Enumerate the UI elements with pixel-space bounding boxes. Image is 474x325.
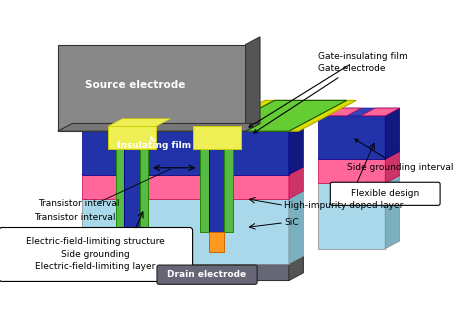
Polygon shape: [224, 131, 233, 232]
Polygon shape: [201, 131, 209, 232]
Text: Electric-field-limiting layer: Electric-field-limiting layer: [35, 263, 155, 271]
Polygon shape: [209, 232, 224, 252]
Polygon shape: [188, 124, 236, 131]
Text: Transistor interval: Transistor interval: [34, 214, 115, 222]
Polygon shape: [361, 108, 400, 116]
Text: High-impurity doped layer: High-impurity doped layer: [284, 201, 403, 210]
Text: Drain electrode: Drain electrode: [167, 270, 246, 279]
Polygon shape: [82, 199, 289, 264]
Polygon shape: [108, 119, 171, 126]
Polygon shape: [58, 124, 260, 131]
Text: Source electrode: Source electrode: [85, 80, 185, 90]
Text: Electric-field-limiting structure: Electric-field-limiting structure: [26, 238, 164, 246]
Polygon shape: [82, 131, 289, 175]
Text: Flexible design: Flexible design: [351, 189, 419, 198]
Polygon shape: [149, 256, 303, 264]
Polygon shape: [289, 167, 303, 199]
Text: SiC: SiC: [284, 218, 299, 227]
Polygon shape: [140, 131, 148, 232]
Text: Transistor interval: Transistor interval: [38, 199, 120, 208]
Polygon shape: [289, 256, 303, 280]
Polygon shape: [318, 183, 385, 249]
Polygon shape: [207, 100, 356, 131]
Polygon shape: [82, 175, 289, 199]
Polygon shape: [82, 191, 303, 199]
Text: Gate-insulating film: Gate-insulating film: [249, 52, 408, 127]
Polygon shape: [87, 124, 135, 131]
Polygon shape: [149, 264, 289, 280]
Text: Side grounding interval: Side grounding interval: [346, 139, 453, 172]
FancyBboxPatch shape: [330, 182, 440, 205]
Polygon shape: [385, 151, 400, 183]
Polygon shape: [192, 126, 241, 149]
FancyBboxPatch shape: [0, 227, 192, 281]
FancyBboxPatch shape: [157, 265, 257, 284]
Polygon shape: [58, 45, 246, 131]
Polygon shape: [217, 100, 346, 131]
Text: Insulating film: Insulating film: [117, 141, 191, 150]
Polygon shape: [108, 120, 156, 146]
Polygon shape: [318, 116, 385, 159]
Polygon shape: [385, 176, 400, 249]
Polygon shape: [289, 191, 303, 264]
Polygon shape: [289, 124, 303, 175]
Polygon shape: [82, 167, 303, 175]
Polygon shape: [209, 131, 224, 232]
Polygon shape: [108, 126, 156, 149]
Text: Gate electrode: Gate electrode: [254, 64, 385, 133]
Polygon shape: [124, 131, 140, 232]
Polygon shape: [192, 120, 241, 146]
Polygon shape: [236, 124, 284, 131]
Text: Side grounding: Side grounding: [61, 250, 130, 259]
Polygon shape: [246, 37, 260, 131]
Polygon shape: [318, 108, 400, 116]
Polygon shape: [82, 124, 303, 131]
Polygon shape: [323, 108, 361, 116]
Polygon shape: [318, 159, 385, 183]
Polygon shape: [140, 124, 188, 131]
Polygon shape: [116, 131, 124, 232]
Polygon shape: [385, 108, 400, 159]
Polygon shape: [124, 232, 140, 252]
